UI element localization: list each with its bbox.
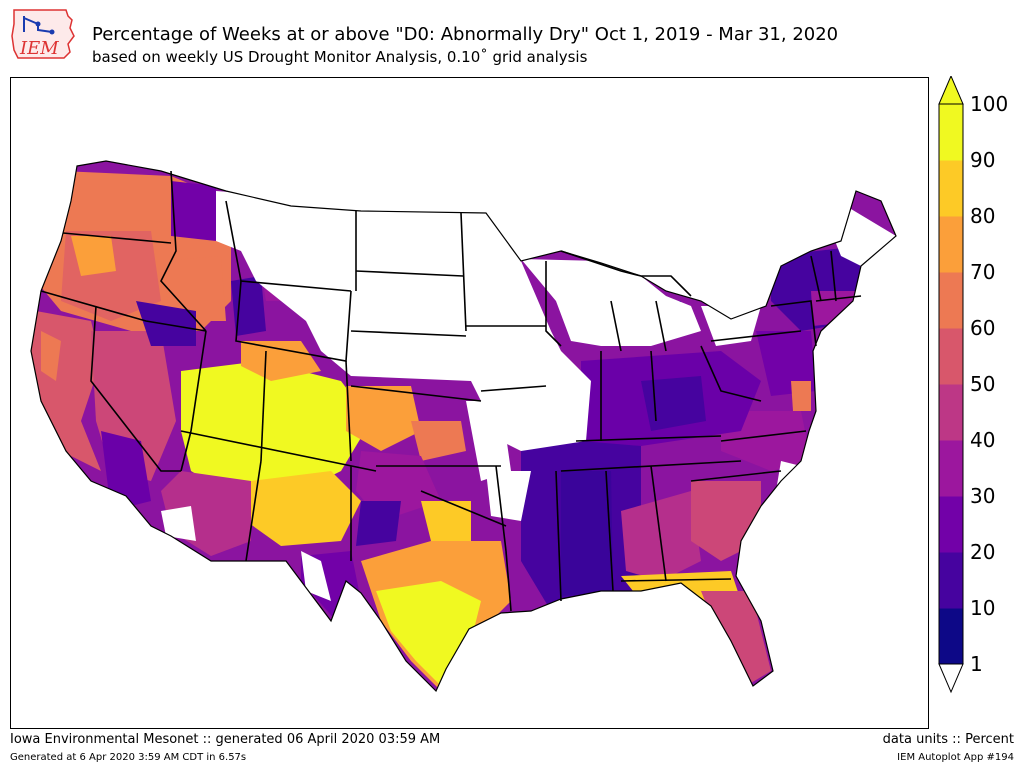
colorbar-bin: [939, 272, 963, 329]
colorbar-tick-label: 70: [970, 260, 996, 284]
colorbar-bin: [939, 328, 963, 385]
colorbar-tick-label: 90: [970, 148, 996, 172]
map-title: Percentage of Weeks at or above "D0: Abn…: [92, 24, 839, 45]
footer-timing: Generated at 6 Apr 2020 3:59 AM CDT in 6…: [10, 752, 247, 763]
conus-map: [30, 160, 897, 692]
colorbar-tick-label: 100: [970, 92, 1009, 116]
colorbar-bin: [939, 384, 963, 441]
colorbar-under-arrow: [938, 663, 964, 694]
colorbar-bin: [939, 440, 963, 497]
colorbar-tick-label: 50: [970, 372, 996, 396]
colorbar-bin: [939, 552, 963, 609]
colorbar-tick-label: 10: [970, 596, 996, 620]
colorbar-bin: [939, 216, 963, 273]
colorbar-bin: [939, 608, 963, 665]
colorbar-bin: [939, 496, 963, 553]
colorbar-tick-label: 30: [970, 484, 996, 508]
colorbar-tick-label: 40: [970, 428, 996, 452]
colorbar-tick-label: 60: [970, 316, 996, 340]
logo-text: IEM: [19, 38, 59, 59]
iem-logo: IEM: [8, 6, 78, 60]
colorbar: [938, 76, 964, 694]
colorbar-bin: [939, 104, 963, 161]
map-frame: [10, 77, 929, 729]
colorbar-bin: [939, 160, 963, 217]
colorbar-tick-label: 1: [970, 652, 983, 676]
footer-units: data units :: Percent: [882, 732, 1014, 747]
footer-app: IEM Autoplot App #194: [897, 752, 1014, 763]
colorbar-tick-label: 80: [970, 204, 996, 228]
footer-generated: Iowa Environmental Mesonet :: generated …: [10, 732, 441, 747]
colorbar-over-arrow: [938, 76, 964, 105]
map-subtitle: based on weekly US Drought Monitor Analy…: [92, 48, 588, 66]
state-boundaries: [30, 160, 897, 692]
colorbar-tick-label: 20: [970, 540, 996, 564]
drought-fill-layer: [31, 161, 896, 691]
